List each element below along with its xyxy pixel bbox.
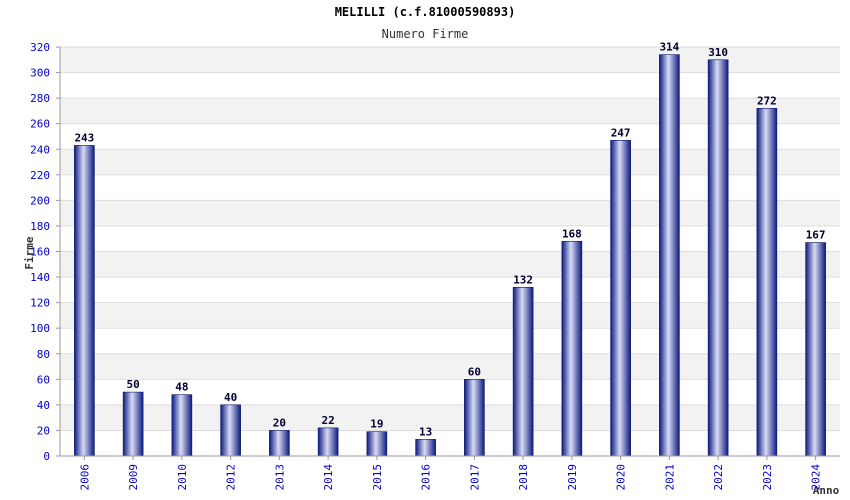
x-tick-label: 2012 <box>225 464 238 491</box>
data-label: 247 <box>611 126 631 139</box>
x-tick-label: 2024 <box>810 464 823 491</box>
x-tick-label: 2018 <box>517 464 530 491</box>
bar <box>707 59 729 457</box>
y-axis-label: Firme <box>23 236 36 269</box>
bar <box>805 242 826 457</box>
data-label: 132 <box>513 273 533 286</box>
x-tick-label: 2014 <box>322 464 335 491</box>
y-tick-label: 0 <box>43 450 50 463</box>
x-tick-label: 2017 <box>468 464 481 491</box>
y-tick-label: 240 <box>30 143 50 156</box>
data-label: 22 <box>322 414 335 427</box>
x-tick-label: 2015 <box>371 464 384 491</box>
bar <box>610 140 631 457</box>
bar <box>366 431 388 457</box>
data-label: 13 <box>419 425 432 438</box>
chart-subtitle: Numero Firme <box>382 27 469 41</box>
bar <box>561 240 583 457</box>
x-tick-label: 2019 <box>566 464 579 491</box>
chart-title: MELILLI (c.f.81000590893) <box>335 5 516 19</box>
bar <box>756 108 778 457</box>
data-label: 168 <box>562 227 582 240</box>
bar <box>220 404 241 457</box>
data-label: 50 <box>127 378 140 391</box>
x-tick-label: 2016 <box>420 464 433 491</box>
y-tick-label: 40 <box>37 399 50 412</box>
y-tick-label: 60 <box>37 373 50 386</box>
y-tick-label: 80 <box>37 348 50 361</box>
y-tick-label: 280 <box>30 92 50 105</box>
data-label: 243 <box>74 131 94 144</box>
bar <box>464 379 485 457</box>
x-tick-label: 2022 <box>712 464 725 491</box>
x-tick-label: 2013 <box>273 464 286 491</box>
x-tick-label: 2020 <box>615 464 628 491</box>
x-tick-label: 2023 <box>761 464 774 491</box>
x-tick-label: 2009 <box>127 464 140 491</box>
bar <box>74 145 95 457</box>
y-tick-label: 20 <box>37 424 50 437</box>
y-tick-label: 140 <box>30 271 50 284</box>
data-label: 48 <box>175 381 188 394</box>
bar <box>317 427 339 457</box>
y-tick-label: 120 <box>30 297 50 310</box>
bar <box>512 286 534 457</box>
y-tick-label: 220 <box>30 169 50 182</box>
y-tick-label: 260 <box>30 118 50 131</box>
x-axis-ticks: 2006 2009 2010 2012 2013 2014 2015 2016 2017 2018… <box>78 456 823 491</box>
data-label: 314 <box>659 41 679 54</box>
data-label: 60 <box>468 365 481 378</box>
bar <box>659 54 680 457</box>
data-label: 40 <box>224 391 237 404</box>
y-tick-label: 300 <box>30 67 50 80</box>
bar <box>122 391 144 457</box>
data-labels: 243 50 48 40 20 22 19 13 60 132 168 247 314 310 272 167 <box>74 41 825 439</box>
x-tick-label: 2010 <box>176 464 189 491</box>
bars <box>74 54 826 457</box>
y-tick-label: 100 <box>30 322 50 335</box>
data-label: 19 <box>370 418 383 431</box>
x-tick-label: 2006 <box>78 464 91 491</box>
data-label: 272 <box>757 94 777 107</box>
y-axis-ticks: 0 20 40 60 80 100 120 140 160 180 200 220 240 260 280 3… <box>30 41 50 463</box>
x-axis-label: Anno <box>813 484 840 497</box>
bar <box>171 394 193 457</box>
data-label: 310 <box>708 46 728 59</box>
bar <box>269 430 290 457</box>
x-tick-label: 2021 <box>663 464 676 491</box>
data-label: 20 <box>273 416 286 429</box>
y-tick-label: 180 <box>30 220 50 233</box>
y-tick-label: 160 <box>30 246 50 259</box>
y-tick-label: 200 <box>30 194 50 207</box>
y-tick-label: 320 <box>30 41 50 54</box>
data-label: 167 <box>806 229 826 242</box>
bar <box>415 439 436 457</box>
